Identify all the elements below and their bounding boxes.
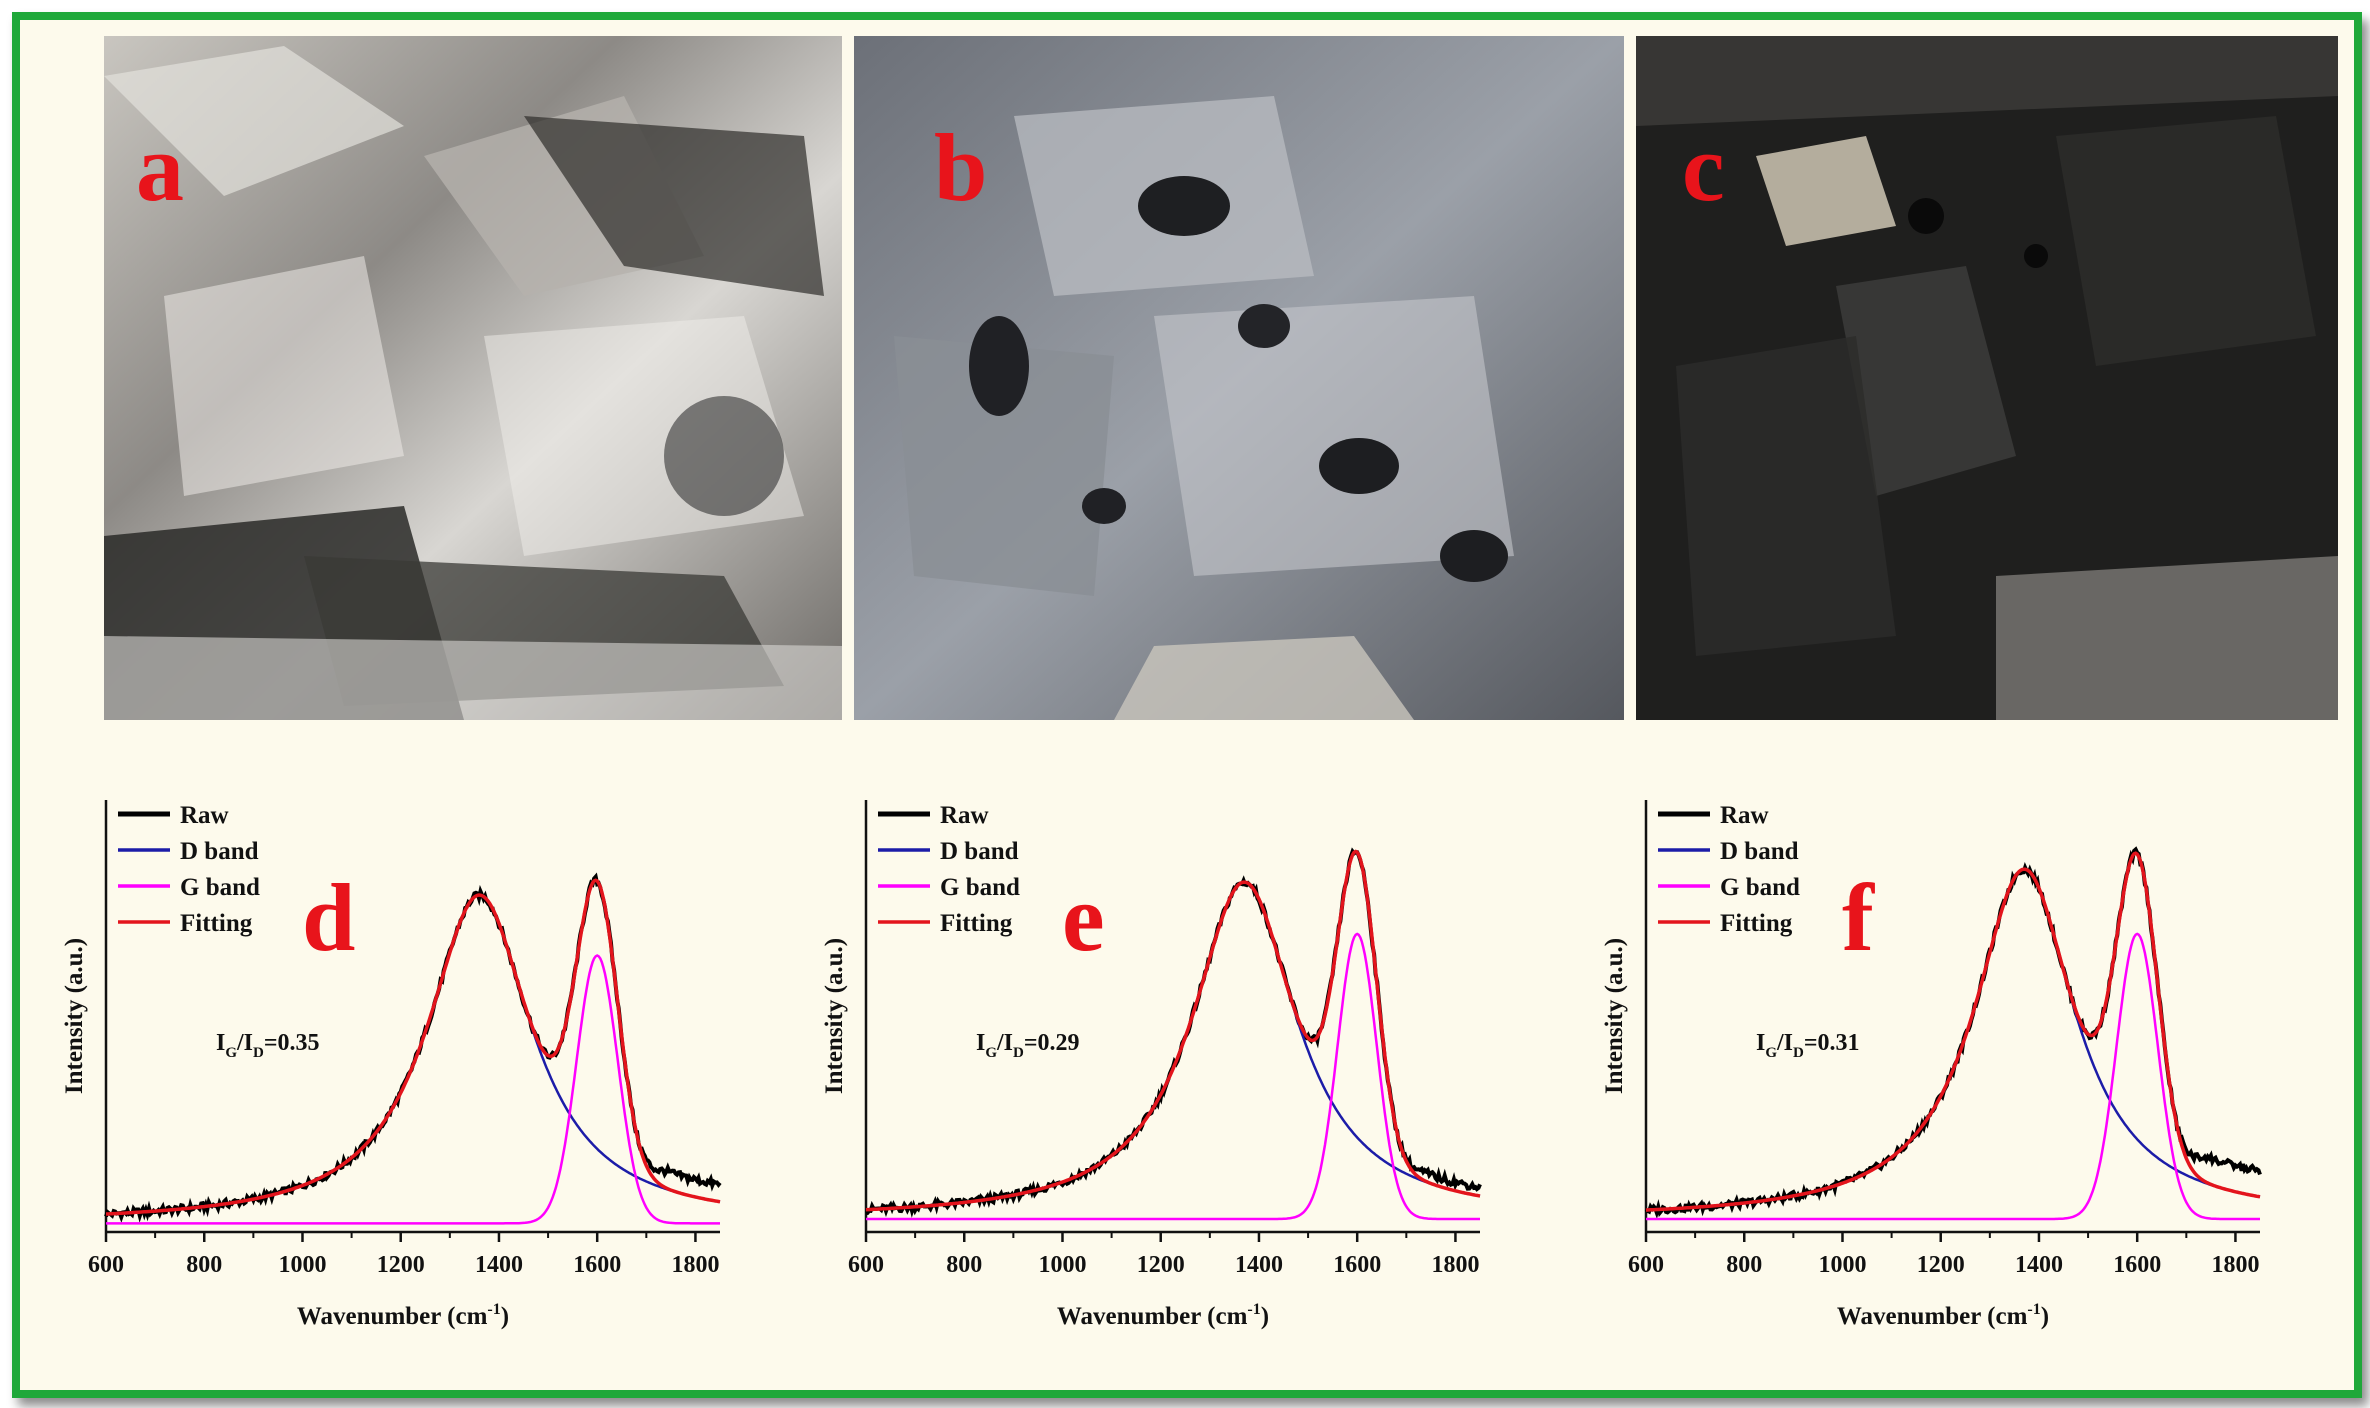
x-tick-label: 1200 bbox=[377, 1252, 425, 1278]
x-tick-label: 1800 bbox=[2211, 1252, 2259, 1278]
x-tick-label: 1400 bbox=[475, 1252, 523, 1278]
x-tick-label: 1000 bbox=[1818, 1252, 1866, 1278]
panel-letter-b: b bbox=[934, 114, 988, 221]
legend-label: Fitting bbox=[1720, 910, 1793, 937]
photo-a: a bbox=[104, 36, 842, 720]
photo-b: b bbox=[854, 36, 1624, 720]
figure-frame: a b bbox=[12, 12, 2362, 1398]
fitting-series-line bbox=[106, 878, 721, 1216]
x-tick-label: 1800 bbox=[1431, 1252, 1479, 1278]
legend-label: D band bbox=[1720, 838, 1799, 865]
raman-chart-e: 600 800 1000 1200 1400 1600 1800 Wavenumber (cm… bbox=[790, 780, 1490, 1380]
legend-label: D band bbox=[940, 838, 1019, 865]
legend-label: G band bbox=[180, 874, 260, 901]
x-tick-label: 1000 bbox=[1038, 1252, 1086, 1278]
chart-svg-f: 600 800 1000 1200 1400 1600 1800 Wavenumber (cm… bbox=[1601, 800, 2262, 1330]
legend-label: G band bbox=[940, 874, 1020, 901]
g-band-series-line bbox=[1646, 932, 2260, 1221]
d-band-series-line bbox=[106, 893, 721, 1216]
panel-letter-c: c bbox=[1682, 114, 1725, 221]
x-tick-label: 800 bbox=[186, 1252, 222, 1278]
x-tick-label: 600 bbox=[848, 1252, 884, 1278]
intensity-ratio-label: IG/ID=0.29 bbox=[976, 1030, 1080, 1061]
raman-chart-d: 600 800 1000 1200 1400 1600 1800 Wavenumber (cm… bbox=[30, 780, 730, 1380]
x-tick-label: 800 bbox=[946, 1252, 982, 1278]
y-axis-title: Intensity (a.u.) bbox=[61, 938, 88, 1094]
chart-panel-letter: d bbox=[302, 864, 355, 971]
foil-sample-image-b bbox=[854, 36, 1624, 720]
raw-series-line bbox=[865, 847, 1482, 1218]
y-axis-title: Intensity (a.u.) bbox=[1601, 938, 1628, 1094]
photo-c: c bbox=[1636, 36, 2338, 720]
chart-svg-d: 600 800 1000 1200 1400 1600 1800 Wavenumber (cm… bbox=[61, 800, 722, 1330]
x-tick-label: 600 bbox=[1628, 1252, 1664, 1278]
panel-letter-a: a bbox=[136, 114, 184, 221]
legend-label: Raw bbox=[940, 802, 989, 829]
raw-series-line bbox=[1644, 846, 2262, 1220]
x-tick-label: 1800 bbox=[671, 1252, 719, 1278]
x-tick-label: 600 bbox=[88, 1252, 124, 1278]
x-axis-title: Wavenumber (cm-1) bbox=[1837, 1301, 2049, 1330]
legend-label: D band bbox=[180, 838, 259, 865]
fitting-series-line bbox=[865, 849, 1481, 1212]
raman-chart-f: 600 800 1000 1200 1400 1600 1800 Wavenumber (cm… bbox=[1570, 780, 2290, 1380]
foil-sample-image-c bbox=[1636, 36, 2338, 720]
legend-label: Fitting bbox=[940, 910, 1013, 937]
legend-label: Fitting bbox=[180, 910, 253, 937]
foil-sample-image-a bbox=[104, 36, 842, 720]
y-axis-title: Intensity (a.u.) bbox=[821, 938, 848, 1094]
legend-label: Raw bbox=[1720, 802, 1769, 829]
x-tick-label: 1400 bbox=[2015, 1252, 2063, 1278]
chart-panel-letter: e bbox=[1062, 864, 1105, 971]
x-tick-label: 800 bbox=[1726, 1252, 1762, 1278]
x-tick-label: 1400 bbox=[1235, 1252, 1283, 1278]
x-axis-title: Wavenumber (cm-1) bbox=[297, 1301, 509, 1330]
chart-panel-letter: f bbox=[1842, 864, 1875, 971]
x-tick-label: 1600 bbox=[2113, 1252, 2161, 1278]
legend-label: G band bbox=[1720, 874, 1800, 901]
x-tick-label: 1200 bbox=[1137, 1252, 1185, 1278]
g-band-series-line bbox=[866, 932, 1480, 1221]
x-tick-label: 1600 bbox=[1333, 1252, 1381, 1278]
chart-svg-e: 600 800 1000 1200 1400 1600 1800 Wavenumber (cm… bbox=[821, 800, 1482, 1330]
x-axis-title: Wavenumber (cm-1) bbox=[1057, 1301, 1269, 1330]
x-tick-label: 1000 bbox=[278, 1252, 326, 1278]
fitting-series-line bbox=[1645, 851, 2261, 1212]
g-band-series-line bbox=[106, 954, 720, 1225]
legend-label: Raw bbox=[180, 802, 229, 829]
x-tick-label: 1600 bbox=[573, 1252, 621, 1278]
intensity-ratio-label: IG/ID=0.31 bbox=[1756, 1030, 1860, 1061]
x-tick-label: 1200 bbox=[1917, 1252, 1965, 1278]
intensity-ratio-label: IG/ID=0.35 bbox=[216, 1030, 320, 1061]
